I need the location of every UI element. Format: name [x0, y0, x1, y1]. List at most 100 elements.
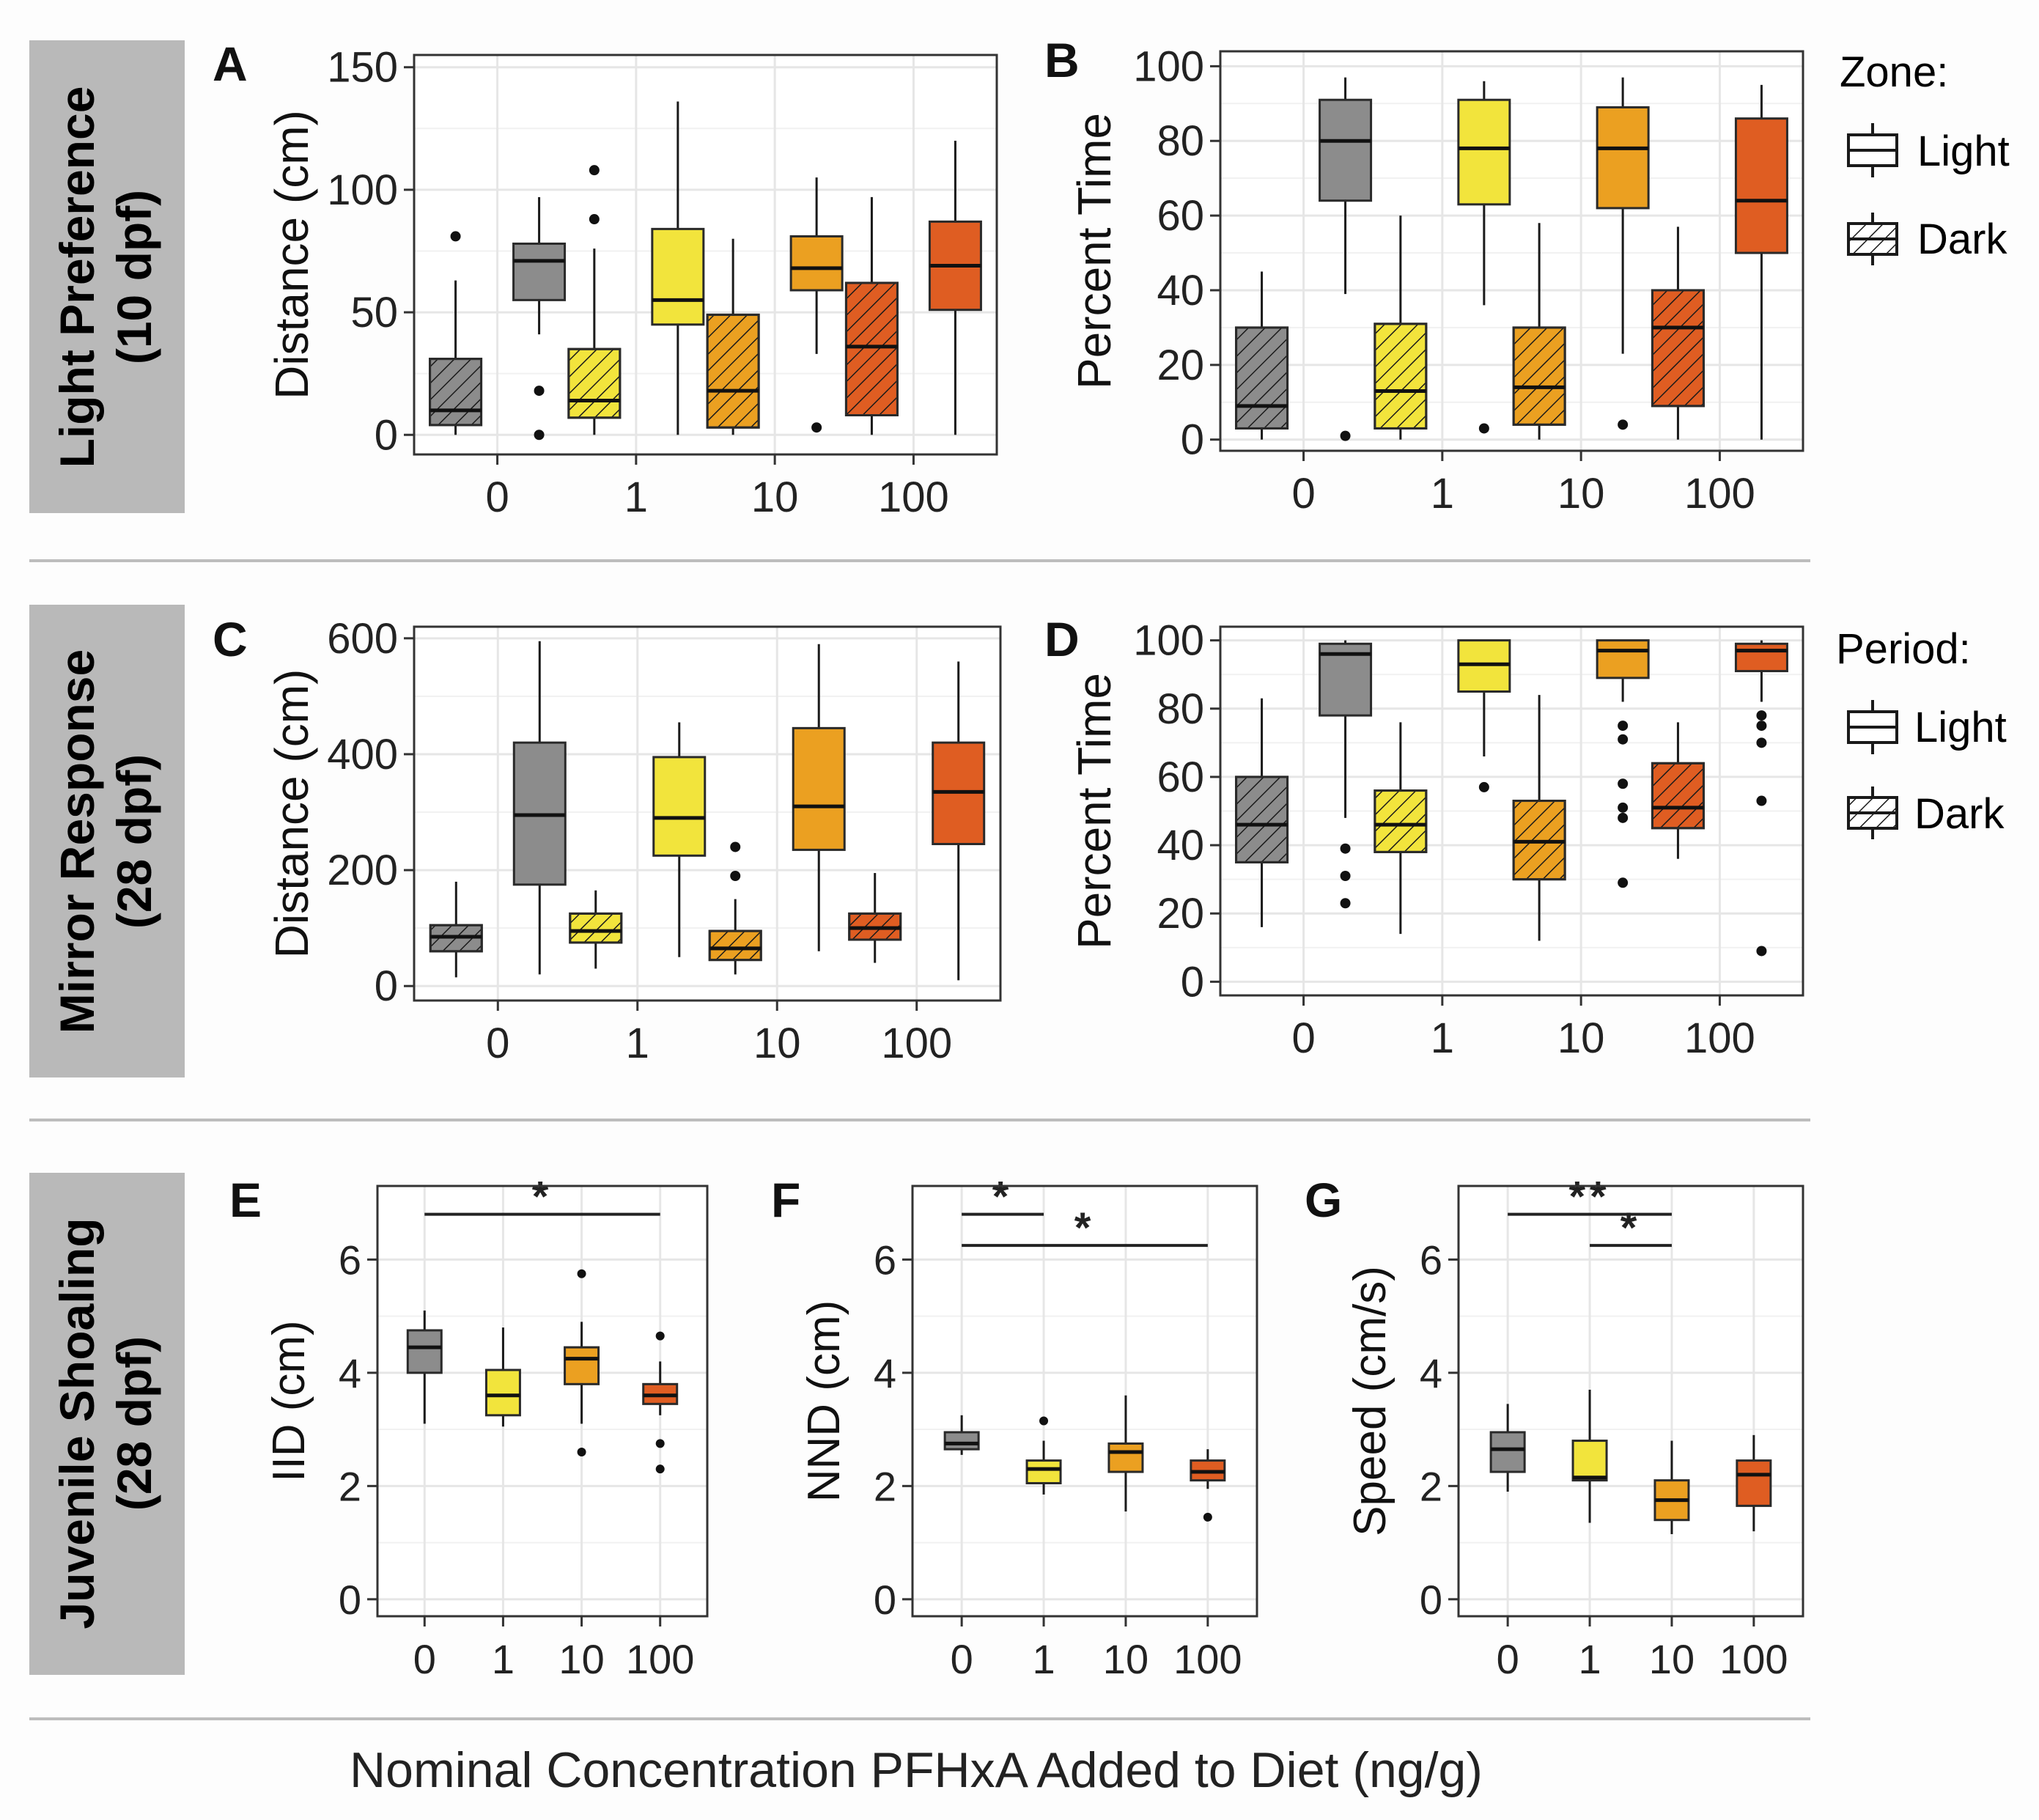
outlier-point: [450, 231, 461, 242]
panel-b-chart: 0 20 40 60 80 100 0 1 10 100 Percent Time B: [1044, 33, 1804, 517]
y-tick-label: 2: [339, 1463, 361, 1509]
panel-letter: A: [213, 37, 248, 91]
row-label-mirror-response: Mirror Response (28 dpf): [29, 605, 185, 1077]
box-body: [1736, 1459, 1772, 1507]
y-tick-label: 40: [1157, 267, 1204, 314]
y-axis-label: Distance (cm): [265, 669, 318, 959]
x-tick-label: 1: [626, 1020, 649, 1067]
outlier-point: [1756, 795, 1767, 806]
box-body: [564, 1346, 600, 1385]
box-0: [406, 1310, 443, 1424]
y-tick-label: 2: [1420, 1463, 1442, 1509]
y-tick-label: 4: [874, 1350, 896, 1396]
x-tick-label: 10: [1557, 1014, 1605, 1062]
y-tick-label: 200: [327, 847, 398, 894]
box-hatch: [1651, 762, 1705, 830]
y-tick-label: 100: [1133, 617, 1204, 665]
outlier-point: [1756, 710, 1767, 721]
panel-letter: D: [1044, 612, 1080, 666]
outlier-point: [534, 430, 545, 441]
x-tick-label: 100: [1684, 470, 1755, 517]
y-tick-label: 0: [1420, 1577, 1442, 1623]
box-hatch: [1235, 326, 1289, 430]
outlier-point: [1618, 721, 1629, 732]
box-100-light: [928, 141, 982, 435]
row-label-line1: Juvenile Shoaling: [50, 1217, 104, 1629]
box-100-light: [1734, 640, 1788, 957]
y-tick-label: 0: [874, 1577, 896, 1623]
box-1: [484, 1327, 521, 1427]
row-label-line2: (28 dpf): [107, 754, 161, 929]
legend-item-light: Light: [1914, 704, 2007, 751]
y-tick-label: 6: [874, 1237, 896, 1283]
box-100: [642, 1331, 679, 1474]
box-10-light: [789, 177, 844, 433]
outlier-point: [1756, 946, 1767, 957]
panel-letter: B: [1044, 33, 1080, 87]
y-axis-label: Percent Time: [1068, 673, 1121, 949]
y-tick-label: 6: [339, 1237, 361, 1283]
x-tick-label: 10: [1103, 1636, 1148, 1682]
x-tick-label: 10: [751, 474, 799, 521]
panel-letter: F: [771, 1173, 800, 1227]
box-10-dark: [706, 238, 760, 435]
outlier-point: [730, 871, 741, 881]
plot-background: [414, 627, 1000, 1001]
box-hatch: [1512, 326, 1566, 426]
y-axis-label: Percent Time: [1068, 113, 1121, 389]
box-body: [943, 1431, 980, 1451]
legend-item-dark: Dark: [1917, 215, 2007, 263]
y-tick-label: 0: [375, 962, 398, 1010]
significance-label: *: [992, 1174, 1014, 1221]
box-1: [1571, 1390, 1608, 1523]
x-tick-label: 0: [1291, 1014, 1315, 1062]
box-body: [1457, 98, 1511, 206]
outlier-point: [1340, 898, 1351, 909]
y-tick-label: 60: [1157, 192, 1204, 240]
box-hatch: [567, 347, 622, 419]
box-0-light: [512, 641, 567, 975]
box-body: [1319, 98, 1373, 202]
row-label-line2: (10 dpf): [107, 190, 161, 364]
y-tick-label: 20: [1157, 342, 1204, 389]
box-body: [512, 242, 567, 301]
x-tick-label: 1: [1578, 1636, 1601, 1682]
x-tick-label: 0: [1291, 470, 1315, 517]
row-label-line1: Mirror Response: [50, 649, 104, 1034]
outlier-point: [1478, 423, 1489, 434]
box-1-dark: [569, 890, 623, 969]
outlier-point: [1478, 781, 1489, 792]
box-0: [1489, 1404, 1526, 1492]
outlier-point: [1618, 778, 1629, 789]
box-1-light: [652, 722, 707, 957]
panel-g-chart: *** 0 2 4 6 0 1 10 100 Speed (cm/s)G: [1305, 1173, 1804, 1682]
x-tick-label: 0: [413, 1636, 436, 1682]
x-tick-label: 0: [951, 1636, 973, 1682]
x-tick-label: 100: [1684, 1014, 1755, 1062]
box-100: [1190, 1449, 1226, 1522]
outlier-point: [1756, 721, 1767, 732]
box-0-light: [1319, 77, 1373, 441]
outlier-point: [1340, 843, 1351, 854]
y-tick-label: 600: [327, 615, 398, 663]
x-tick-label: 100: [881, 1020, 952, 1067]
outlier-point: [655, 1465, 665, 1474]
x-tick-label: 100: [878, 474, 949, 521]
plot-background: [1459, 1186, 1803, 1616]
box-10-light: [792, 644, 846, 951]
y-tick-label: 40: [1157, 822, 1204, 869]
box-10-dark: [1512, 223, 1566, 440]
legend-key-light: [1847, 700, 1898, 754]
plot-frame: [1219, 50, 1804, 452]
outlier-point: [1618, 812, 1629, 823]
box-body: [1734, 117, 1788, 254]
legend-period: Period: Light Dark: [1836, 625, 2007, 839]
y-tick-label: 2: [874, 1463, 896, 1509]
legend-zone: Zone: Light Dark: [1840, 48, 2010, 265]
row-label-juvenile-shoaling: Juvenile Shoaling (28 dpf): [29, 1173, 185, 1675]
panel-letter: C: [213, 612, 248, 666]
y-axis-label: Distance (cm): [265, 110, 318, 399]
box-hatch: [844, 281, 899, 417]
legend-key-dark: [1847, 786, 1898, 839]
